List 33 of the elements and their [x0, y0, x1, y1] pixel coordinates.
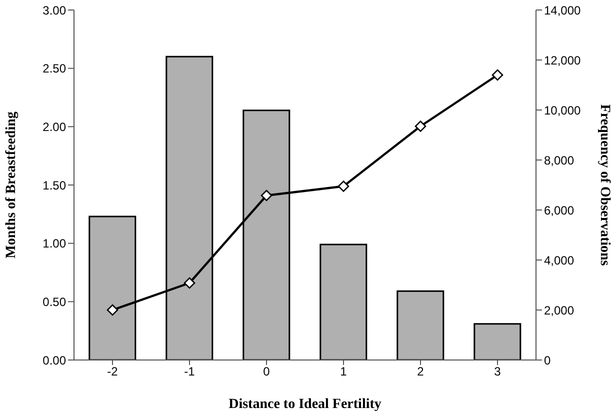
y-tick-label: 0.50: [42, 294, 66, 309]
y2-tick-label: 2,000: [544, 303, 574, 318]
y-tick-label: 3.00: [42, 3, 66, 18]
y-tick-label: 2.00: [42, 120, 66, 134]
y2-axis-title: Frequency of Observations: [597, 104, 612, 266]
point: [106, 304, 118, 316]
y2-tick-label: 4,000: [544, 253, 574, 268]
point: [338, 180, 350, 192]
x-tick-label: -1: [184, 364, 196, 379]
bar: [396, 290, 444, 360]
x-tick-label: 2: [417, 364, 424, 379]
y2-tick-label: 8,000: [544, 153, 574, 168]
y-tick-label: 1.00: [42, 236, 66, 251]
x-tick-label: 1: [340, 364, 348, 379]
x-tick-label: -2: [107, 364, 118, 379]
x-tick-label: 0: [263, 364, 270, 379]
point: [184, 277, 196, 289]
y-axis-title: Months of Breastfeeding: [4, 112, 19, 258]
bar: [474, 323, 522, 360]
bar: [320, 244, 368, 360]
y-tick-label: 2.50: [42, 62, 66, 76]
y-tick-label: 0.00: [42, 353, 66, 368]
y2-tick-label: 14,000: [544, 3, 582, 18]
point: [260, 190, 272, 202]
y2-tick-label: 0: [544, 353, 551, 368]
x-tick-label: 3: [494, 364, 502, 379]
y2-tick-label: 10,000: [544, 103, 582, 118]
y-tick-label: 1.50: [42, 178, 66, 192]
x-axis-title: Distance to Ideal Fertility: [228, 397, 382, 412]
point: [414, 120, 426, 132]
point: [492, 69, 504, 81]
y2-tick-label: 12,000: [544, 53, 582, 68]
y2-tick-label: 6,000: [544, 203, 574, 218]
